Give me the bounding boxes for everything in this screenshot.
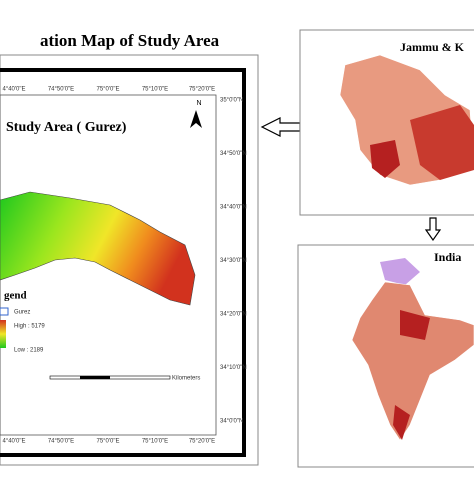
panel-label: India — [434, 250, 461, 264]
bottom-tick: 75°10'0"E — [142, 439, 168, 445]
legend-title: gend — [4, 290, 27, 302]
top-tick: 74°50'0"E — [48, 87, 74, 93]
india-map — [351, 281, 474, 441]
legend-swatch — [0, 307, 9, 316]
legend-item: Low : 2189 — [14, 348, 44, 354]
right-tick: 34°30'0"N — [220, 258, 247, 264]
jk-region — [370, 140, 400, 178]
right-tick: 34°40'0"N — [220, 205, 247, 211]
panel-label: Jammu & K — [400, 40, 465, 54]
inset-title: Study Area ( Gurez) — [6, 120, 127, 135]
legend-ramp — [0, 320, 6, 348]
bottom-tick: 74°50'0"E — [48, 439, 74, 445]
top-tick: 75°0'0"E — [96, 87, 119, 93]
right-tick: 35°0'0"N — [220, 98, 243, 104]
map-frame — [0, 94, 217, 436]
scale-bar — [80, 376, 110, 379]
title: ation Map of Study Area — [40, 31, 220, 50]
legend-item: High : 5179 — [14, 324, 45, 330]
jk-region — [410, 105, 474, 180]
frame — [0, 68, 246, 457]
top-tick: 75°20'0"E — [189, 87, 215, 93]
bottom-tick: 75°20'0"E — [189, 439, 215, 445]
jk-highlight — [380, 258, 420, 285]
india-region — [400, 310, 430, 340]
bottom-tick: 75°0'0"E — [96, 439, 119, 445]
scale-unit: Kilometers — [172, 376, 200, 382]
right-tick: 34°50'0"N — [220, 151, 247, 157]
india-region — [393, 405, 410, 440]
north-label: N — [196, 100, 201, 107]
top-tick: 75°10'0"E — [142, 87, 168, 93]
right-tick: 34°10'0"N — [220, 365, 247, 371]
arrow-left — [260, 117, 301, 137]
top-tick: 4°40'0"E — [2, 87, 25, 93]
arrow-up — [424, 217, 442, 242]
right-tick: 34°0'0"N — [220, 419, 243, 425]
north-arrow — [190, 110, 202, 128]
bottom-tick: 4°40'0"E — [2, 439, 25, 445]
legend-item: Gurez — [14, 310, 30, 316]
dem-map — [0, 191, 196, 306]
right-tick: 34°20'0"N — [220, 312, 247, 318]
